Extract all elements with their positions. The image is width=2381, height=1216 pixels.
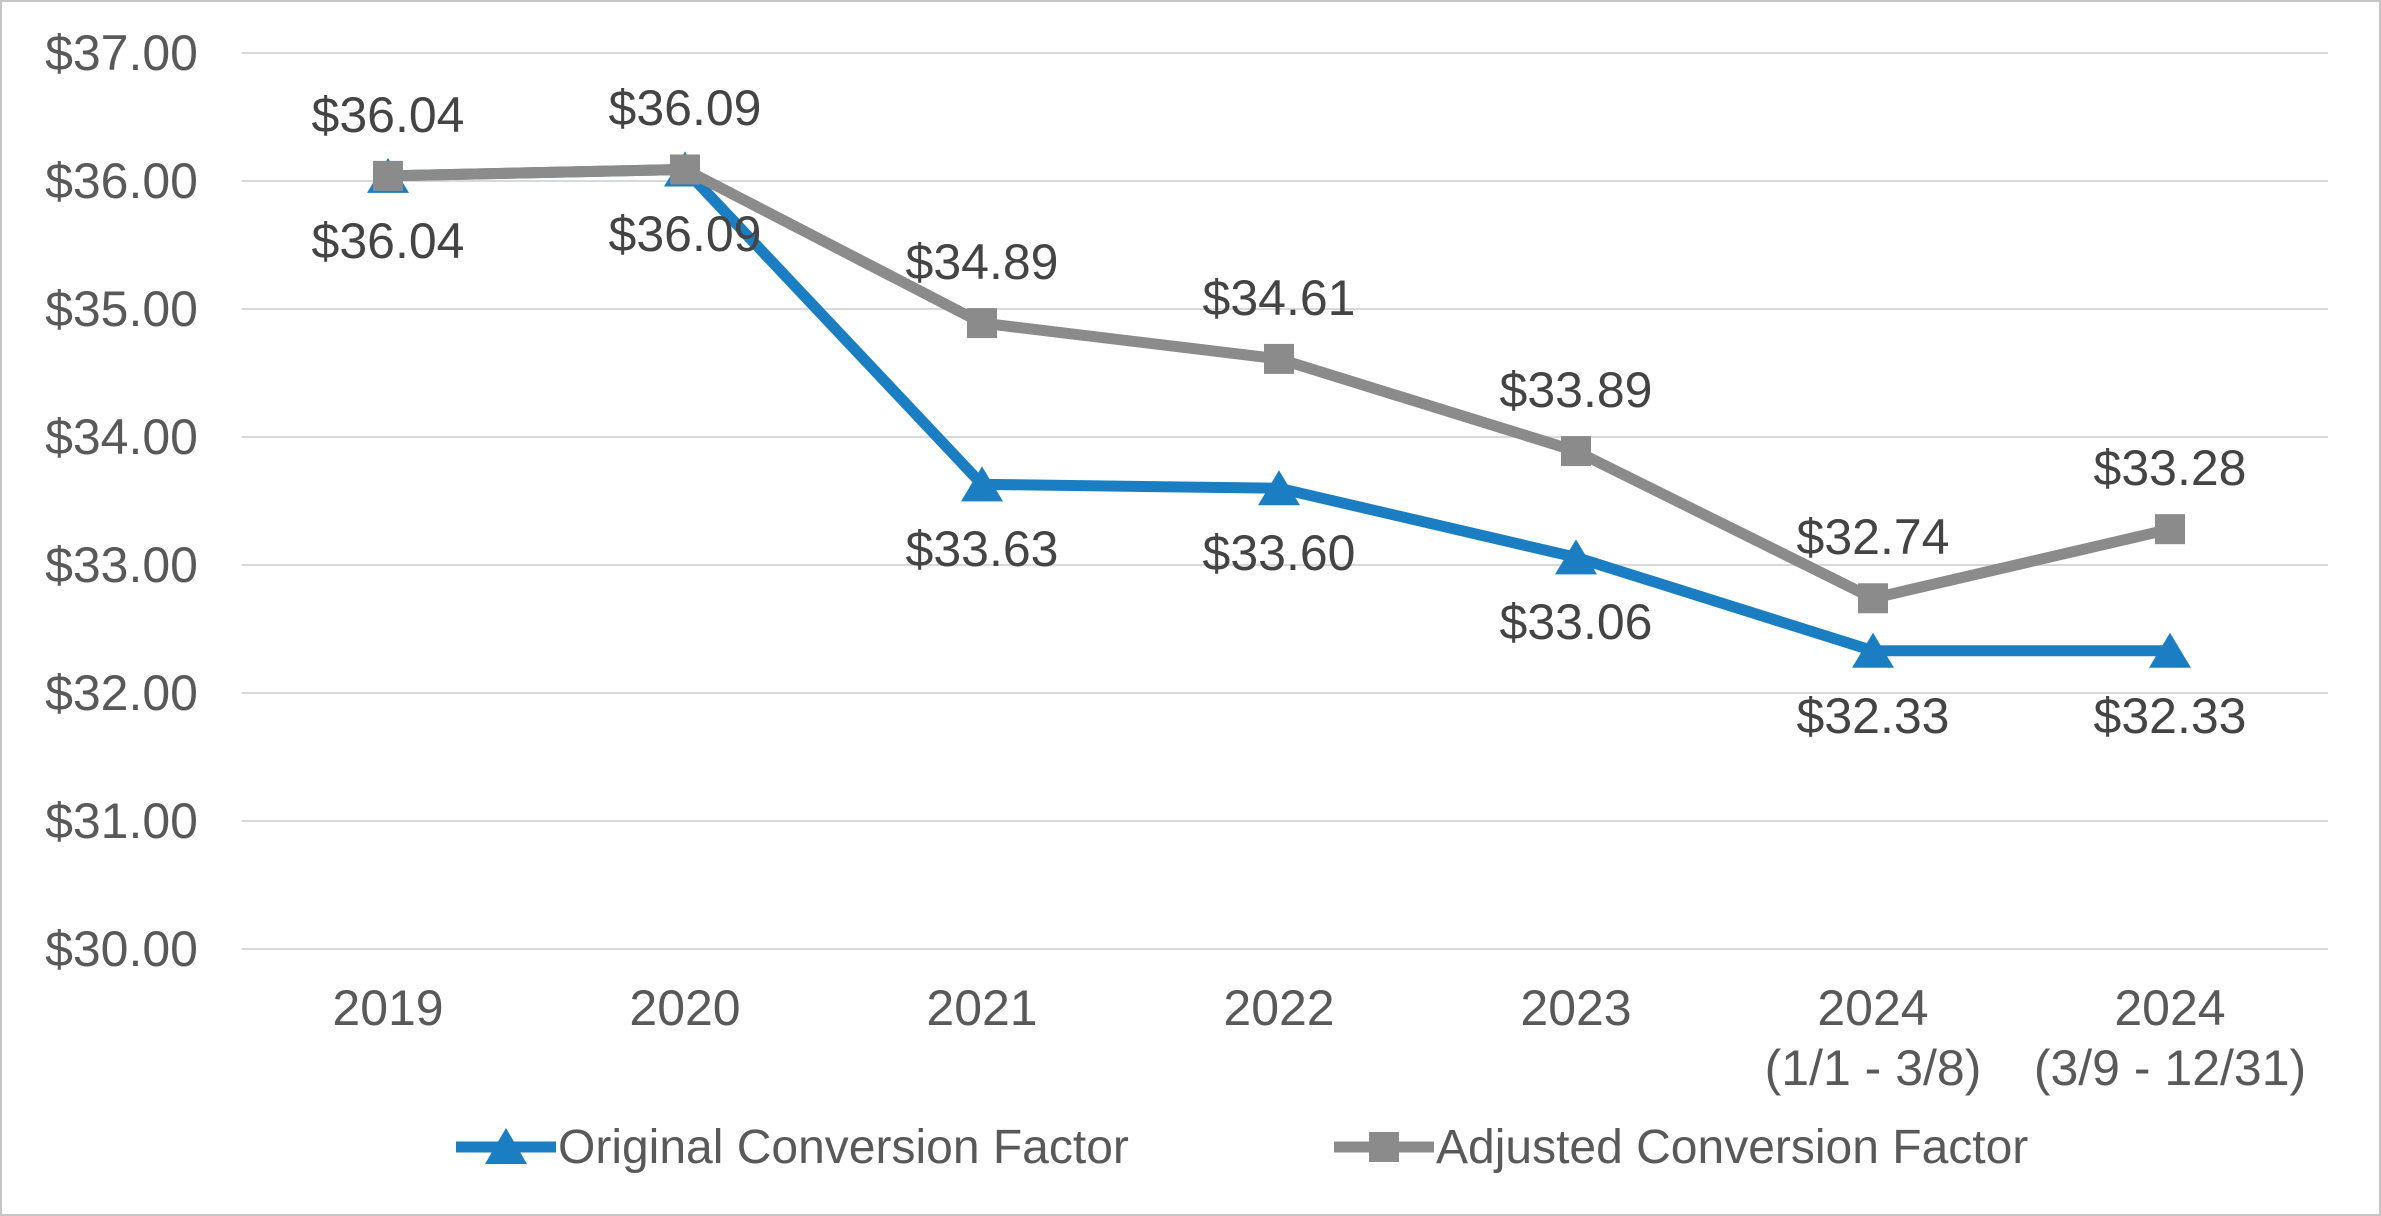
y-axis-tick-label: $36.00 (45, 153, 198, 209)
y-axis-tick-label: $31.00 (45, 793, 198, 849)
marker-adjusted (967, 308, 997, 339)
data-label-adjusted: $34.61 (1202, 269, 1356, 326)
data-label-original: $33.60 (1202, 525, 1356, 582)
x-axis-category-label: 2022 (1223, 980, 1335, 1036)
data-label-original: $36.09 (608, 206, 762, 263)
legend-label-original: Original Conversion Factor (558, 1120, 1129, 1174)
gridline (242, 308, 2328, 310)
square-marker-icon (1334, 1132, 1434, 1162)
data-label-adjusted: $33.89 (1499, 362, 1653, 419)
data-label-original: $32.33 (1796, 687, 1950, 744)
data-label-original: $33.06 (1499, 594, 1653, 651)
y-axis-tick-label: $33.00 (45, 537, 198, 593)
marker-original (961, 466, 1003, 502)
marker-adjusted (1561, 436, 1591, 467)
marker-adjusted (1858, 583, 1888, 614)
y-axis-tick-label: $30.00 (45, 921, 198, 977)
x-axis-category-label: 2019 (332, 980, 444, 1036)
x-axis-category-label: 2021 (926, 980, 1038, 1036)
marker-adjusted (2155, 514, 2185, 545)
marker-original (1258, 470, 1300, 506)
gridline (242, 820, 2328, 822)
data-label-adjusted: $34.89 (905, 234, 1059, 291)
legend-label-adjusted: Adjusted Conversion Factor (1436, 1120, 2029, 1174)
marker-original (1555, 539, 1597, 575)
marker-original (2149, 632, 2191, 668)
legend-item-adjusted: Adjusted Conversion Factor (1332, 1114, 2028, 1180)
y-axis-tick-label: $32.00 (45, 665, 198, 721)
data-label-original: $32.33 (2093, 687, 2247, 744)
data-label-adjusted: $33.28 (2093, 440, 2247, 497)
marker-original (1852, 632, 1894, 668)
y-axis-tick-label: $35.00 (45, 281, 198, 337)
legend-item-original: Original Conversion Factor (454, 1114, 1129, 1180)
gridline (242, 564, 2328, 566)
data-label-adjusted: $36.04 (311, 86, 465, 143)
marker-adjusted (670, 154, 700, 185)
gridline (242, 692, 2328, 694)
x-axis-category-label: 2020 (629, 980, 741, 1036)
gridline (242, 436, 2328, 438)
marker-adjusted (1264, 343, 1294, 374)
y-axis-tick-label: $34.00 (45, 409, 198, 465)
x-axis-category-label: 2023 (1520, 980, 1632, 1036)
data-label-original: $36.04 (311, 212, 465, 269)
marker-adjusted (373, 160, 403, 191)
gridline (242, 948, 2328, 950)
x-axis-category-label: 2024 (3/9 - 12/31) (2033, 980, 2307, 1096)
data-label-adjusted: $32.74 (1796, 509, 1950, 566)
triangle-marker-icon (456, 1128, 556, 1164)
data-label-original: $33.63 (905, 521, 1059, 578)
y-axis-tick-label: $37.00 (45, 25, 198, 81)
gridline (242, 180, 2328, 182)
x-axis-category-label: 2024 (1/1 - 3/8) (1764, 980, 1982, 1096)
data-label-adjusted: $36.09 (608, 80, 762, 137)
legend: Original Conversion Factor Adjusted Conv… (2, 1114, 2379, 1180)
gridline (242, 52, 2328, 54)
